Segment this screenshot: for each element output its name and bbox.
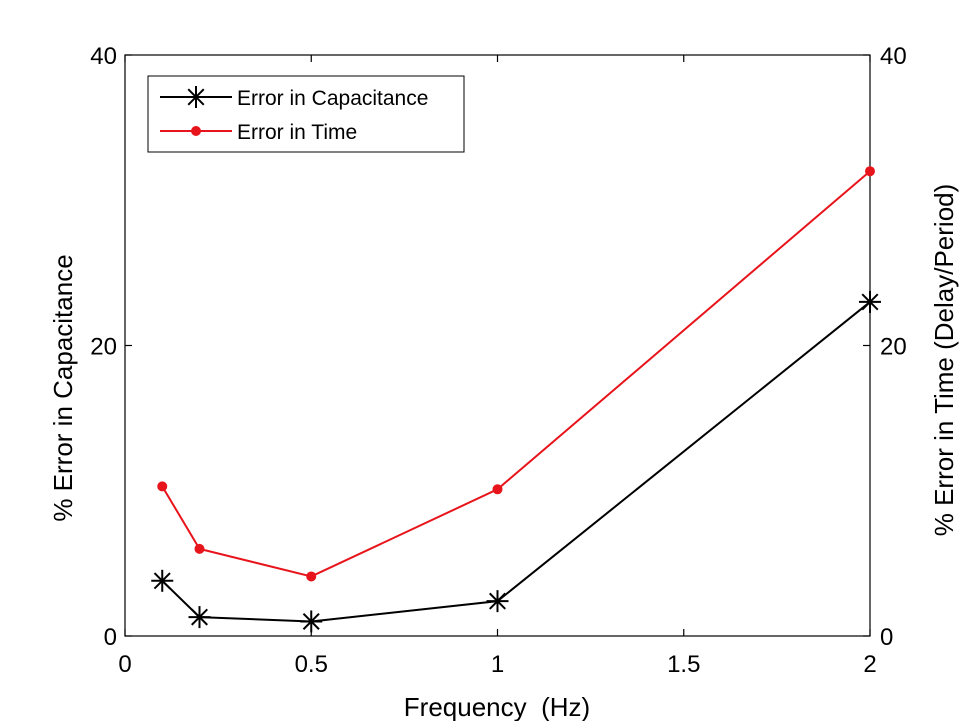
x-tick-label: 2 [863,651,876,678]
left-y-axis-ticks: 0 20 40 [90,43,132,651]
data-point [306,571,317,582]
legend-label: Error in Capacitance [237,87,428,110]
x-tick-label: 0 [118,651,131,678]
left-y-tick-label: 20 [90,334,117,361]
legend-box [147,75,465,153]
data-point [486,590,509,613]
x-tick-label: 0.5 [295,651,328,678]
series-2 [157,166,875,582]
series-layer [151,166,881,633]
right-y-axis-label: % Error in Time (Delay/Period) [929,184,959,537]
legend-item: Error in Capacitance [160,86,428,110]
right-y-tick-label: 0 [880,624,893,651]
legend-marker [191,126,201,136]
legend: Error in Capacitance Error in Time [147,75,465,153]
left-y-tick-label: 40 [90,43,117,70]
legend-item: Error in Time [160,121,357,144]
right-y-axis-ticks: 0 20 40 [863,43,907,651]
x-tick-label: 1.5 [667,651,700,678]
data-point [859,290,881,313]
right-y-tick-label: 40 [880,43,907,70]
x-axis-ticks: 0 0.5 1 1.5 2 [118,55,877,678]
data-point [492,484,503,495]
right-y-tick-label: 20 [880,334,907,361]
data-point [300,610,323,633]
data-point [188,606,211,629]
left-y-tick-label: 0 [104,624,117,651]
data-point [865,166,875,177]
data-point [157,481,168,492]
data-point [194,543,205,554]
x-axis-label: Frequency (Hz) [404,692,590,721]
x-tick-label: 1 [491,651,504,678]
legend-label: Error in Time [237,121,357,144]
legend-marker [185,86,207,108]
data-point [151,569,174,592]
series-1 [151,290,881,633]
left-y-axis-label: % Error in Capacitance [48,254,78,521]
